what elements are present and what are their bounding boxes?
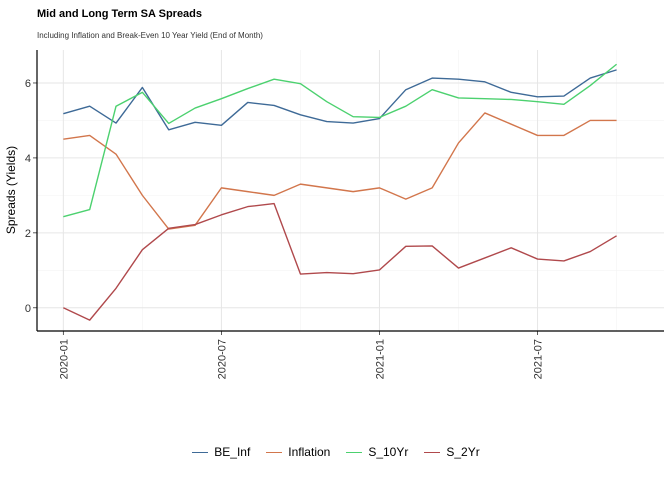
- series-line-s-10yr: [63, 63, 618, 218]
- y-axis-title: Spreads (Yields): [4, 146, 18, 234]
- y-tick-label: 4: [25, 153, 31, 165]
- legend-label: Inflation: [288, 445, 331, 459]
- series-lines: [63, 63, 618, 321]
- x-tick-label: 2020-01: [58, 339, 70, 379]
- legend-item: Inflation: [266, 445, 330, 459]
- gridlines: [37, 50, 664, 331]
- chart-subtitle: Including Inflation and Break-Even 10 Ye…: [37, 31, 263, 40]
- series-line-be-inf: [63, 69, 617, 131]
- chart-title: Mid and Long Term SA Spreads: [37, 8, 203, 20]
- series-line-inflation: [63, 112, 617, 230]
- y-tick-label: 2: [25, 228, 31, 240]
- legend-item: S_10Yr: [346, 445, 408, 459]
- legend-key: [192, 451, 209, 453]
- legend: BE_Inf Inflation S_10Yr S_2Yr: [0, 445, 672, 459]
- legend-label: S_2Yr: [446, 445, 480, 459]
- x-tick-label: 2021-01: [374, 339, 386, 379]
- legend-item: S_2Yr: [424, 445, 480, 459]
- legend-label: BE_Inf: [214, 445, 251, 459]
- y-tick-label: 6: [25, 78, 31, 90]
- legend-key: [424, 451, 441, 453]
- legend-key: [346, 451, 363, 453]
- legend-item: BE_Inf: [192, 445, 250, 459]
- series-line-s-2yr: [63, 202, 617, 321]
- axes: 2020-01 2020-07 2021-01 2021-07 0 2 4 6: [25, 50, 664, 379]
- legend-label: S_10Yr: [368, 445, 409, 459]
- x-tick-label: 2020-07: [216, 339, 228, 379]
- y-tick-label: 0: [25, 303, 31, 315]
- legend-key: [266, 451, 283, 453]
- x-tick-label: 2021-07: [533, 339, 545, 379]
